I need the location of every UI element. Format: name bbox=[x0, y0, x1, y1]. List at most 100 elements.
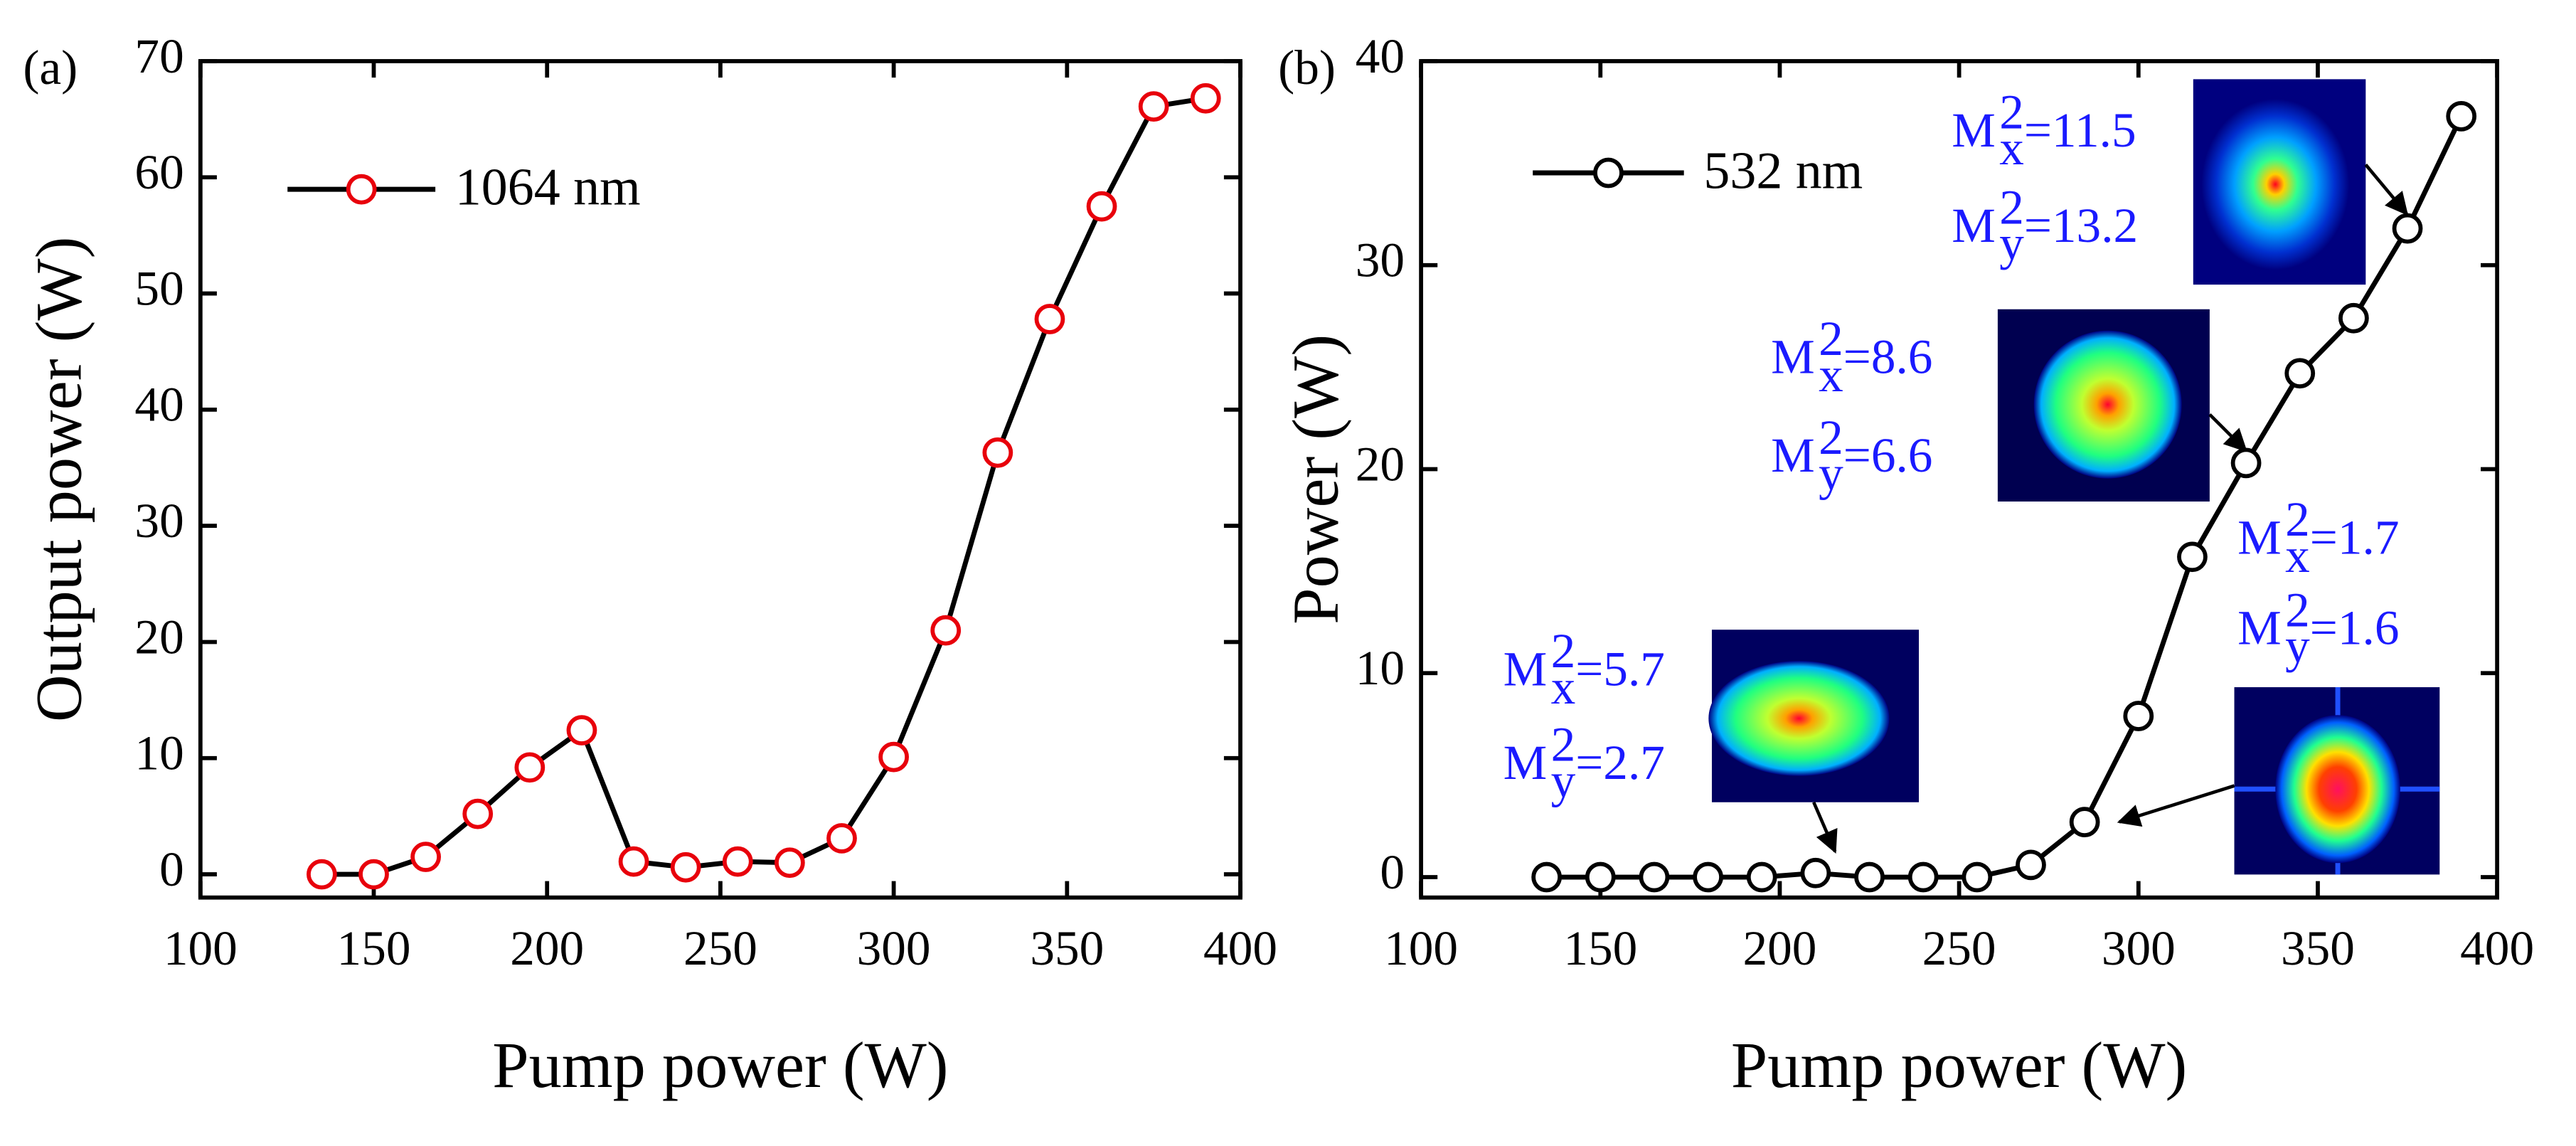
annotation-sup: 2 bbox=[1999, 84, 2024, 139]
annotation-sup: 2 bbox=[1551, 717, 1576, 772]
annotation-sub: y bbox=[1551, 753, 1576, 808]
data-point bbox=[462, 798, 494, 829]
annotation-sub: x bbox=[1819, 347, 1843, 402]
annotation-sup: 2 bbox=[2285, 582, 2310, 637]
data-point bbox=[2338, 302, 2369, 334]
annotation-symbol: M bbox=[1771, 428, 1815, 482]
data-point bbox=[1962, 861, 1993, 893]
data-point bbox=[670, 851, 701, 883]
annotation-value: =5.7 bbox=[1575, 641, 1665, 696]
y-tick-label: 0 bbox=[159, 842, 184, 896]
annotation-symbol: M bbox=[2237, 510, 2282, 565]
panel-label: (a) bbox=[23, 40, 78, 95]
data-point bbox=[1190, 83, 1221, 114]
x-tick-label: 300 bbox=[2102, 920, 2176, 975]
data-point bbox=[1531, 861, 1562, 893]
annotation-value: =1.6 bbox=[2310, 600, 2400, 655]
data-point bbox=[1800, 857, 1831, 888]
annotation-symbol: M bbox=[1952, 198, 1996, 253]
data-point bbox=[514, 752, 545, 783]
data-point bbox=[2123, 701, 2154, 731]
annotation-sub: y bbox=[1819, 446, 1843, 501]
annotation-symbol: M bbox=[1771, 329, 1815, 384]
data-point bbox=[2392, 213, 2423, 244]
data-point bbox=[2446, 101, 2477, 132]
annotation-value: =13.2 bbox=[2024, 198, 2138, 253]
data-point bbox=[618, 846, 649, 877]
x-tick-label: 200 bbox=[1742, 920, 1816, 975]
data-point bbox=[358, 859, 389, 890]
x-tick-label: 400 bbox=[1203, 920, 1277, 975]
x-tick-label: 150 bbox=[1563, 920, 1637, 975]
data-point bbox=[982, 437, 1013, 468]
y-tick-label: 10 bbox=[134, 726, 183, 780]
annotation-symbol: M bbox=[2237, 600, 2282, 655]
annotation-value: =6.6 bbox=[1843, 428, 1933, 482]
annotation-sup: 2 bbox=[2285, 492, 2310, 546]
x-axis-title: Pump power (W) bbox=[1731, 1029, 2187, 1101]
data-point bbox=[566, 715, 597, 746]
x-axis-title: Pump power (W) bbox=[492, 1029, 948, 1101]
data-point bbox=[1693, 861, 1723, 893]
data-point bbox=[1907, 861, 1939, 893]
x-tick-label: 250 bbox=[1922, 920, 1996, 975]
annotation-sup: 2 bbox=[1819, 311, 1843, 366]
annotation-symbol: M bbox=[1503, 735, 1548, 790]
x-tick-label: 350 bbox=[1030, 920, 1104, 975]
data-point bbox=[1138, 91, 1169, 122]
arrows bbox=[1812, 163, 2409, 854]
series-line bbox=[321, 95, 1206, 877]
annotation-sup: 2 bbox=[1819, 410, 1843, 465]
y-axis-title: Power (W) bbox=[1279, 334, 1352, 625]
data-point bbox=[2284, 358, 2316, 389]
annotation-sup: 2 bbox=[1551, 623, 1576, 678]
data-point bbox=[1034, 304, 1065, 334]
y-tick-label: 40 bbox=[1356, 28, 1405, 83]
x-tick-label: 100 bbox=[164, 920, 238, 975]
annotation-sub: x bbox=[1551, 659, 1576, 714]
legend-marker bbox=[1593, 157, 1624, 189]
data-point bbox=[775, 847, 805, 879]
legend-label: 1064 nm bbox=[455, 158, 641, 216]
data-point bbox=[410, 842, 441, 872]
y-tick-label: 50 bbox=[134, 260, 183, 315]
annotation-value: =11.5 bbox=[2024, 102, 2136, 157]
annotation-symbol: M bbox=[1952, 102, 1996, 157]
data-point bbox=[307, 859, 337, 890]
y-tick-label: 10 bbox=[1356, 640, 1405, 695]
data-point bbox=[2069, 807, 2100, 837]
data-point bbox=[1854, 861, 1885, 893]
y-axis-title: Output power (W) bbox=[23, 237, 95, 722]
y-tick-label: 40 bbox=[134, 377, 183, 432]
x-tick-label: 100 bbox=[1384, 920, 1458, 975]
y-tick-label: 20 bbox=[134, 609, 183, 664]
data-point bbox=[1639, 861, 1670, 893]
legend-marker bbox=[346, 174, 377, 205]
annotation-symbol: M bbox=[1503, 641, 1548, 696]
data-point bbox=[1086, 191, 1117, 222]
y-tick-label: 20 bbox=[1356, 436, 1405, 491]
data-point bbox=[930, 615, 962, 646]
legend-label: 532 nm bbox=[1703, 142, 1863, 200]
annotation-value: =8.6 bbox=[1843, 329, 1933, 384]
annotation-sup: 2 bbox=[1999, 179, 2024, 234]
data-point bbox=[878, 741, 909, 773]
annotation-sub: y bbox=[1999, 216, 2024, 270]
y-tick-label: 0 bbox=[1380, 844, 1405, 899]
x-tick-label: 250 bbox=[683, 920, 757, 975]
data-point bbox=[2177, 541, 2208, 573]
x-tick-label: 350 bbox=[2281, 920, 2355, 975]
data-point bbox=[2230, 447, 2262, 479]
x-tick-label: 400 bbox=[2460, 920, 2534, 975]
y-tick-label: 60 bbox=[134, 144, 183, 199]
beam-images bbox=[1708, 79, 2440, 875]
y-tick-label: 70 bbox=[134, 28, 183, 83]
x-tick-label: 200 bbox=[510, 920, 584, 975]
data-point bbox=[1746, 861, 1777, 893]
data-point bbox=[1585, 861, 1616, 893]
x-tick-label: 150 bbox=[337, 920, 411, 975]
annotation-sub: x bbox=[1999, 120, 2024, 175]
x-tick-label: 300 bbox=[857, 920, 931, 975]
data-point bbox=[826, 823, 857, 854]
